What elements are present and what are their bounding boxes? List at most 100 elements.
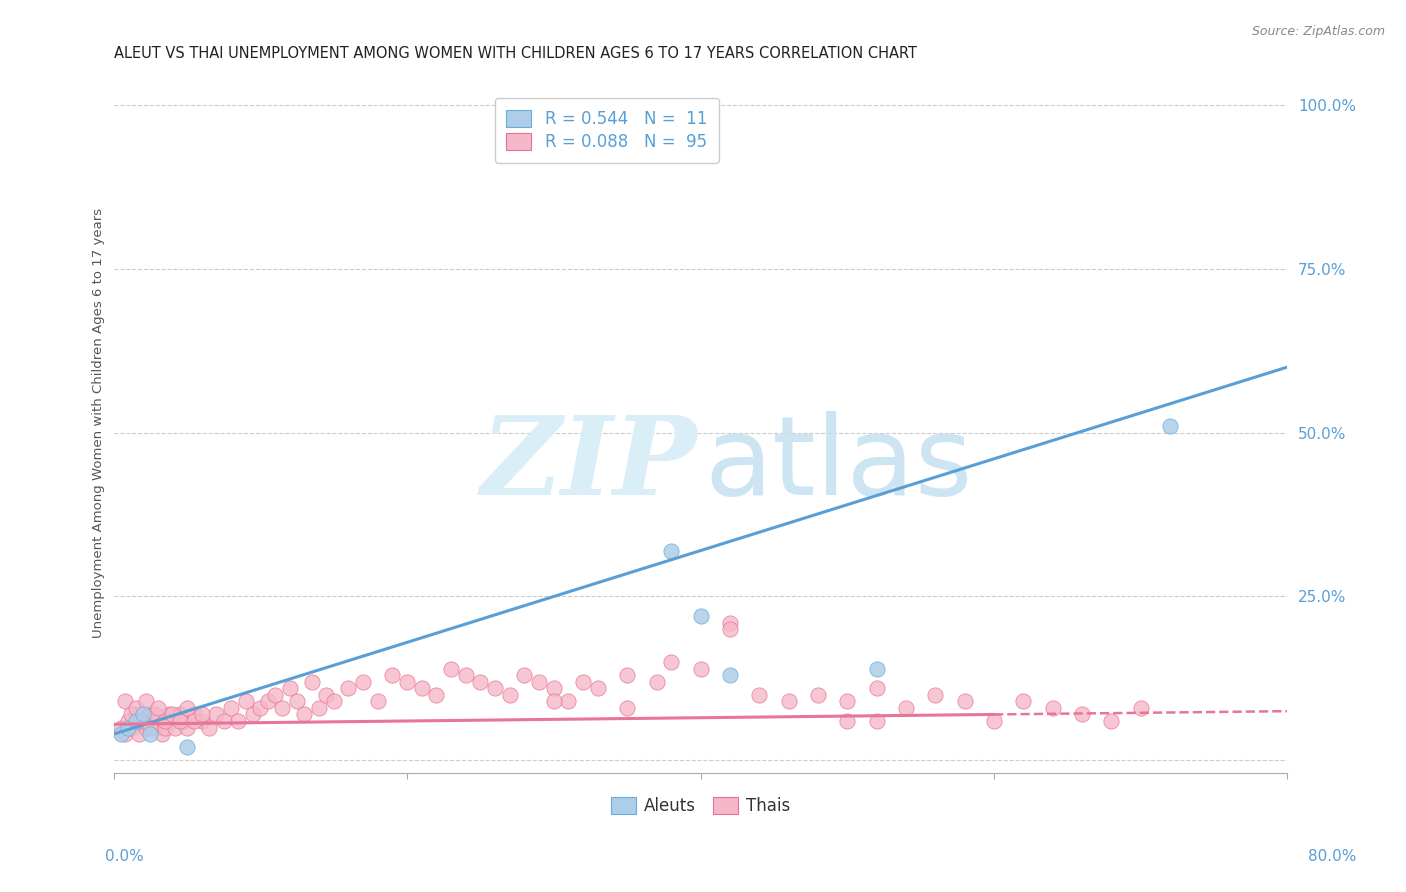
Point (117, 714, 139, 728)
Point (183, 714, 205, 728)
Point (807, 688, 830, 702)
Point (659, 543, 682, 558)
Point (153, 714, 176, 728)
Point (190, 707, 212, 722)
Point (124, 714, 146, 728)
Text: Source: ZipAtlas.com: Source: ZipAtlas.com (1251, 25, 1385, 38)
Point (129, 714, 152, 728)
Point (411, 681, 433, 696)
Point (1159, 419, 1181, 434)
Point (135, 721, 157, 735)
Point (865, 714, 887, 728)
Y-axis label: Unemployment Among Women with Children Ages 6 to 17 years: Unemployment Among Women with Children A… (93, 208, 105, 638)
Point (242, 707, 264, 722)
Point (616, 668, 638, 682)
Point (128, 727, 150, 741)
Point (173, 714, 195, 728)
Point (616, 701, 638, 715)
Point (543, 681, 565, 696)
Point (499, 688, 522, 702)
Point (169, 714, 191, 728)
Point (440, 662, 463, 676)
Point (837, 714, 859, 728)
Text: atlas: atlas (704, 411, 973, 518)
Point (176, 701, 198, 715)
Point (117, 721, 139, 735)
Point (143, 707, 166, 722)
Point (264, 688, 287, 702)
Point (190, 714, 212, 728)
Point (162, 707, 184, 722)
Point (367, 694, 389, 708)
Point (153, 721, 176, 735)
Point (146, 701, 169, 715)
Point (135, 694, 157, 708)
Point (778, 694, 800, 708)
Point (120, 721, 142, 735)
Point (120, 707, 142, 722)
Point (983, 714, 1005, 728)
Point (278, 681, 301, 696)
Point (865, 681, 887, 696)
Point (557, 694, 579, 708)
Text: ZIP: ZIP (481, 411, 697, 518)
Point (718, 615, 741, 630)
Point (484, 681, 506, 696)
Point (110, 727, 132, 741)
Point (139, 721, 162, 735)
Point (165, 721, 187, 735)
Point (527, 674, 550, 689)
Point (114, 727, 136, 741)
Point (924, 688, 946, 702)
Point (157, 707, 180, 722)
Point (586, 681, 609, 696)
Point (1012, 694, 1035, 708)
Point (301, 674, 323, 689)
Point (139, 727, 162, 741)
Point (110, 721, 132, 735)
Point (256, 694, 278, 708)
Point (124, 701, 146, 715)
Point (689, 609, 711, 624)
Point (396, 674, 419, 689)
Point (139, 707, 162, 722)
Point (219, 701, 242, 715)
Point (748, 688, 770, 702)
Point (689, 662, 711, 676)
Point (865, 662, 887, 676)
Legend: Aleuts, Thais: Aleuts, Thais (600, 787, 800, 825)
Point (235, 694, 257, 708)
Point (308, 701, 330, 715)
Point (150, 727, 173, 741)
Point (894, 701, 917, 715)
Point (315, 688, 337, 702)
Point (953, 694, 976, 708)
Point (1129, 701, 1152, 715)
Text: 80.0%: 80.0% (1309, 849, 1357, 864)
Point (205, 707, 228, 722)
Point (718, 622, 741, 636)
Point (322, 694, 344, 708)
Point (124, 707, 146, 722)
Point (454, 668, 477, 682)
Point (132, 714, 155, 728)
Point (572, 674, 595, 689)
Point (228, 714, 250, 728)
Point (132, 707, 155, 722)
Point (249, 701, 271, 715)
Point (285, 694, 308, 708)
Point (543, 694, 565, 708)
Point (212, 714, 235, 728)
Point (337, 681, 360, 696)
Point (143, 721, 166, 735)
Point (114, 694, 136, 708)
Point (169, 707, 191, 722)
Point (837, 694, 859, 708)
Point (294, 707, 316, 722)
Point (146, 714, 169, 728)
Point (183, 707, 205, 722)
Point (425, 688, 447, 702)
Point (352, 674, 374, 689)
Point (470, 674, 492, 689)
Point (381, 668, 404, 682)
